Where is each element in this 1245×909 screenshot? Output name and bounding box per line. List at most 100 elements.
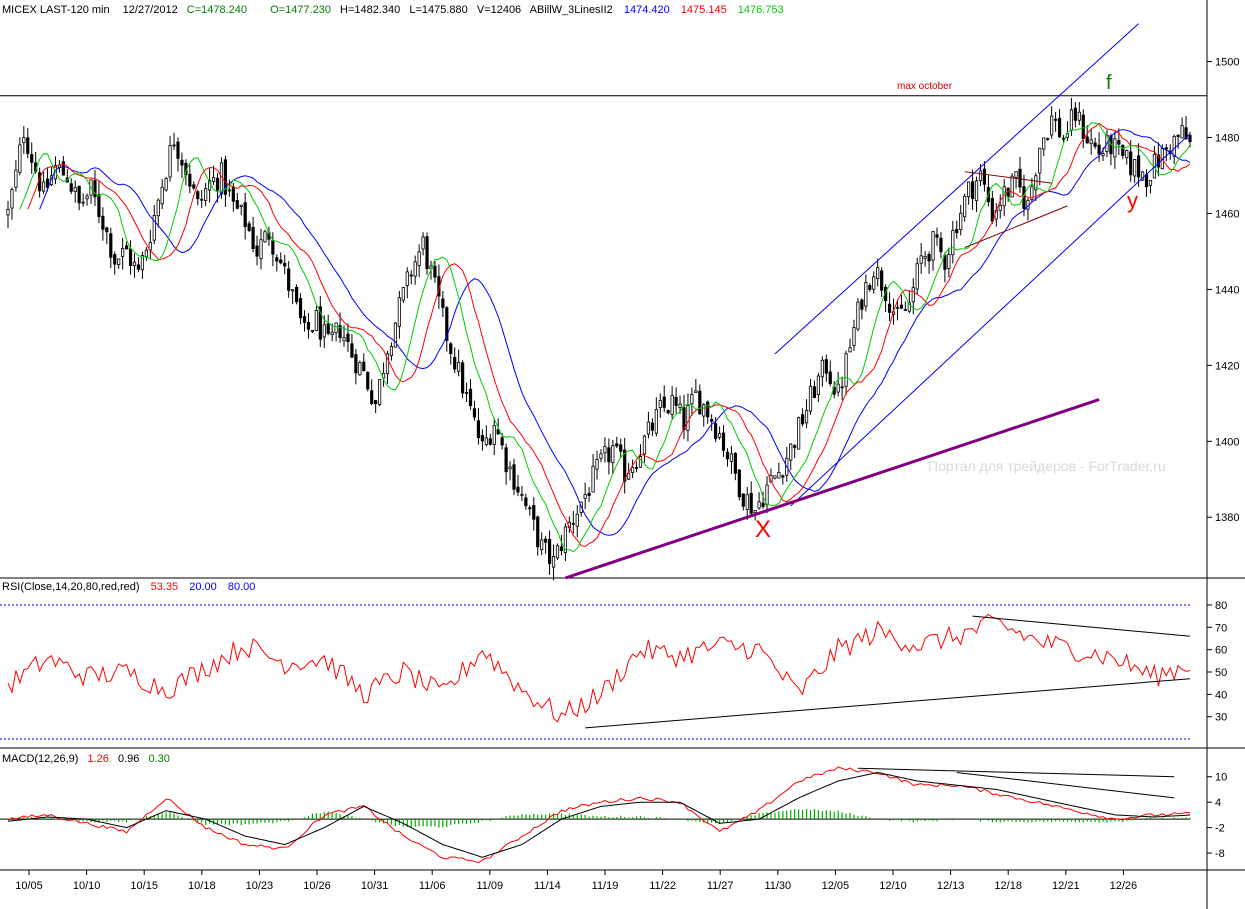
candle-body: [275, 257, 279, 262]
candle-body: [555, 545, 560, 559]
candle-body: [797, 417, 801, 450]
candle-body: [350, 343, 354, 358]
candle-body: [571, 522, 575, 525]
candle-body: [547, 538, 552, 564]
candle-body: [425, 236, 429, 269]
candle-body: [967, 181, 971, 198]
candle-body: [1164, 147, 1168, 150]
x-axis-tick-label: 12/21: [1052, 880, 1080, 892]
candle-body: [128, 248, 133, 266]
candle-body: [694, 390, 698, 393]
candle-body: [1081, 114, 1085, 139]
candle-body: [729, 453, 734, 462]
rsi-resistance-line: [972, 615, 1191, 637]
candle-body: [291, 289, 295, 292]
candle-body: [591, 465, 595, 493]
header-ind-red: 1475.145: [681, 4, 727, 16]
candle-body: [749, 492, 753, 514]
candle-body: [872, 276, 876, 290]
header-symbol: MICEX LAST-120 min: [2, 4, 110, 16]
candle-body: [196, 191, 200, 200]
candle-body: [1046, 138, 1050, 140]
header-ind-green: 1476.753: [738, 4, 784, 16]
candle-body: [844, 353, 848, 387]
candle-body: [583, 494, 587, 499]
candle-body: [105, 227, 109, 233]
candle-body: [188, 173, 192, 187]
candle-body: [899, 304, 904, 309]
candle-body: [73, 187, 77, 192]
candle-body: [464, 392, 469, 394]
candle-body: [745, 494, 749, 510]
candle-body: [227, 189, 231, 192]
rsi-axis-tick-label: 80: [1215, 600, 1227, 612]
candle-body: [927, 253, 931, 262]
candle-body: [820, 359, 824, 378]
candle-body: [441, 298, 445, 308]
candle-body: [1172, 136, 1176, 158]
header-close: C=1478.240: [187, 4, 247, 16]
candle-body: [370, 390, 374, 405]
candle-body: [326, 323, 330, 334]
candle-body: [634, 467, 639, 469]
candle-body: [959, 212, 963, 230]
candle-body: [255, 245, 259, 257]
header-open: O=1477.230: [270, 4, 331, 16]
candle-body: [362, 361, 366, 371]
candle-body: [1010, 175, 1014, 198]
candle-body: [603, 446, 607, 454]
candle-body: [468, 388, 473, 407]
price-panel: 1380 1400 1420 1440 1460 1480 1500: [0, 23, 1239, 581]
header-volume: V=12406: [477, 4, 521, 16]
candle-body: [551, 555, 556, 568]
candle-body: [638, 456, 643, 468]
wave-f-label: f: [1106, 72, 1112, 94]
candle-body: [982, 168, 987, 185]
candle-body: [864, 282, 868, 307]
candle-body: [1089, 139, 1093, 144]
candle-body: [243, 202, 247, 228]
candle-body: [998, 204, 1002, 211]
candle-body: [1069, 109, 1074, 131]
x-axis-tick-label: 12/10: [879, 880, 907, 892]
candle-body: [302, 316, 307, 323]
candle-body: [433, 265, 437, 278]
candle-body: [1061, 137, 1066, 140]
triangle-lower-line: [964, 205, 1068, 249]
candle-body: [923, 255, 927, 259]
candle-body: [140, 255, 145, 271]
candle-body: [1073, 107, 1077, 121]
x-axis-tick-label: 11/14: [534, 880, 561, 892]
candle-body: [631, 467, 635, 473]
macd-value: 1.26: [87, 753, 108, 765]
price-axis-tick-label: 1420: [1215, 360, 1239, 372]
candle-body: [804, 410, 809, 424]
candle-body: [666, 410, 670, 414]
candle-body: [919, 255, 923, 264]
candle-body: [1097, 144, 1101, 155]
candle-body: [453, 356, 457, 370]
candle-body: [907, 302, 911, 312]
candle-body: [706, 401, 710, 418]
candle-body: [41, 181, 46, 192]
candle-body: [449, 343, 453, 355]
header-high: H=1482.340: [340, 4, 400, 16]
candle-body: [773, 475, 777, 479]
candle-body: [816, 375, 821, 395]
candle-body: [405, 271, 409, 286]
candle-body: [559, 546, 564, 552]
x-axis-tick-label: 11/09: [476, 880, 503, 892]
candle-body: [144, 249, 148, 257]
candle-body: [575, 513, 579, 527]
candle-body: [761, 502, 765, 507]
candle-body: [690, 394, 694, 405]
rsi-axis-tick-label: 50: [1215, 667, 1227, 679]
candle-body: [176, 141, 180, 159]
candle-body: [192, 184, 196, 189]
candle-body: [366, 371, 370, 390]
upper-channel-line: [774, 23, 1139, 355]
candle-body: [1137, 155, 1141, 178]
ma-blue-line: [39, 129, 1191, 536]
candle-body: [385, 353, 390, 374]
